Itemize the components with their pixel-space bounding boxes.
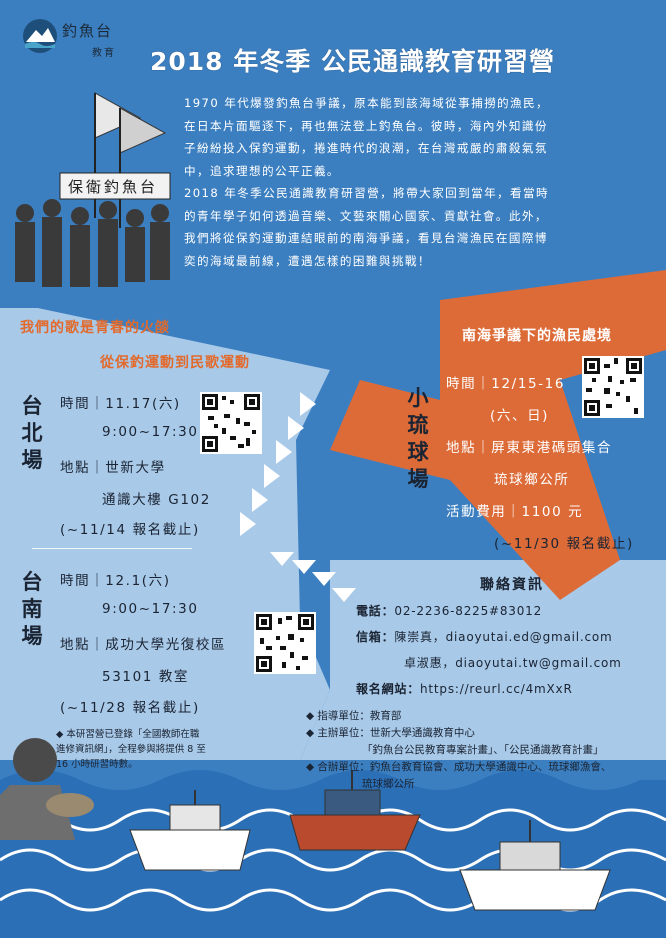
tainan-place: 地點｜成功大學光復校區 [60,637,227,653]
unit-host-detail: 「釣魚台公民教育專案計畫」、「公民通識教育計畫」 [362,744,604,756]
guitar-photo [0,738,94,840]
left-theme-line1: 我們的歌是青春的火燄 [20,320,170,336]
contact-phone-row: 電話：02-2236-8225#83012 [356,602,542,619]
protest-banner-text: 保衛釣魚台 [68,178,159,196]
taipei-deadline: (~11/14 報名截止) [60,522,200,538]
intro-line: 2018 年冬季公民通識教育研習營，將帶大家回到當年，看當時 [184,186,550,200]
liuqiu-deadline: (~11/30 報名截止) [494,536,634,552]
venue-char: 小 [407,385,429,410]
liuqiu-place: 地點｜屏東東港碼頭集合 [446,440,613,456]
protest-photo-image [0,78,180,308]
intro-line: 1970 年代爆發釣魚台爭議，原本能到該海域從事捕撈的漁民， [184,96,550,110]
taipei-place-detail: 通識大樓 G102 [102,492,211,508]
logo-mountain-icon [23,19,57,53]
unit-co-text: 合辦單位：釣魚台教育協會、成功大學通識中心、琉球鄉漁會、 [317,761,612,773]
intro-line: 我們將從保釣運動連結眼前的南海爭議，看見台灣漁民在國際博 [184,231,548,245]
teacher-note: ◆ 本研習營已登錄「全國教師在職進修資訊網」，全程參與將提供 8 至 16 小時… [56,729,206,770]
page-title: 2018 年冬季 公民通識教育研習營 [150,47,555,76]
left-theme-line2: 從保釣運動到民歌運動 [100,355,250,371]
tainan-venue-label: 台 南 場 [20,568,44,649]
triangle-border [240,392,356,602]
taipei-venue-label: 台 北 場 [20,392,44,473]
logo-sub: 教育 [92,48,116,59]
unit-host-text: 主辦單位：世新大學通識教育中心 [317,727,475,739]
phone-number[interactable]: 02-2236-8225#83012 [394,604,543,618]
organizer-units: ◆ 指導單位：教育部 ◆ 主辦單位：世新大學通識教育中心 「釣魚台公民教育專案計… [306,708,656,793]
intro-line: 奕的海域最前線，遭遇怎樣的困難與挑戰！ [184,253,431,268]
intro-line: 在日本片面驅逐下，再也無法登上釣魚台。彼時，海內外知識份 [184,118,548,133]
liuqiu-days: (六、日) [490,408,550,424]
unit-guide-text: 指導單位：教育部 [317,710,402,722]
liuqiu-time: 時間｜12/15-16 [446,376,566,392]
boat-illustration-2 [289,770,421,851]
boat-illustration-1 [129,790,251,871]
intro-line: 子紛紛投入保釣運動，捲進時代的浪潮，在台灣戒嚴的肅殺氣氛 [184,141,548,155]
liuqiu-place-detail: 琉球鄉公所 [494,472,570,488]
unit-host: ◆ 主辦單位：世新大學通識教育中心 [306,727,475,739]
venue-char: 場 [407,466,429,491]
unit-co: ◆ 合辦單位：釣魚台教育協會、成功大學通識中心、琉球鄉漁會、 [306,761,612,773]
tainan-qr-code[interactable] [254,612,316,674]
venue-char: 台 [21,393,43,418]
contact-title: 聯絡資訊 [480,577,544,593]
intro-text: 1970 年代爆發釣魚台爭議，原本能到該海域從事捕撈的漁民， 在日本片面驅逐下，… [184,92,644,272]
tainan-time: 時間｜12.1(六) [60,573,171,589]
venue-char: 場 [21,447,43,472]
logo: 釣魚台 教育 [22,18,130,68]
venue-char: 北 [21,420,43,445]
logo-name: 釣魚台 [62,22,114,40]
contact-mail-row: 信箱：陳崇真，diaoyutai.ed@gmail.com [356,628,613,645]
contact-web-row: 報名網站：https://reurl.cc/4mXxR [356,680,573,697]
mail-address-1[interactable]: diaoyutai.ed@gmail.com [445,630,613,644]
taipei-qr-code[interactable] [200,392,262,454]
contact-mail-row-2: 卓淑惠，diaoyutai.tw@gmail.com [404,654,622,671]
web-link[interactable]: https://reurl.cc/4mXxR [420,682,573,696]
tainan-hours: 9:00~17:30 [102,601,199,617]
light-panel-right [300,560,666,760]
venue-char: 南 [21,596,43,621]
tainan-deadline: (~11/28 報名截止) [60,700,200,716]
venue-char: 場 [21,623,43,648]
intro-line: 中，追求理想的公平正義。 [184,163,340,178]
taipei-place: 地點｜世新大學 [60,460,166,476]
orange-x [330,270,666,600]
taipei-hours: 9:00~17:30 [102,424,199,440]
unit-co-detail: 琉球鄉公所 [362,778,415,790]
teacher-note-text: 本研習營已登錄「全國教師在職進修資訊網」，全程參與將提供 8 至 16 小時研習… [56,729,206,770]
liuqiu-qr-code[interactable] [582,356,644,418]
mail-label: 信箱： [356,630,395,644]
protest-photo: 保衛釣魚台 [0,78,180,308]
intro-line: 的青年學子如何透過音樂、文藝來關心國家、貢獻社會。此外， [184,208,548,223]
right-theme: 南海爭議下的漁民處境 [462,328,612,344]
venue-divider [32,548,192,549]
venue-char: 琉 [407,412,429,437]
unit-guide: ◆ 指導單位：教育部 [306,710,402,722]
venue-char: 台 [21,569,43,594]
boat-illustration-3 [459,820,611,911]
taipei-time: 時間｜11.17(六) [60,396,181,412]
mail-address-2[interactable]: diaoyutai.tw@gmail.com [455,656,622,670]
web-label: 報名網站： [356,682,421,696]
liuqiu-fee: 活動費用｜1100 元 [446,504,584,520]
mail-name-1: 陳崇真， [394,630,446,644]
mail-name-2: 卓淑惠， [404,656,456,670]
phone-label: 電話： [356,604,395,618]
tainan-place-detail: 53101 教室 [102,669,190,685]
venue-char: 球 [407,439,429,464]
liuqiu-venue-label: 小 琉 球 場 [406,384,430,492]
